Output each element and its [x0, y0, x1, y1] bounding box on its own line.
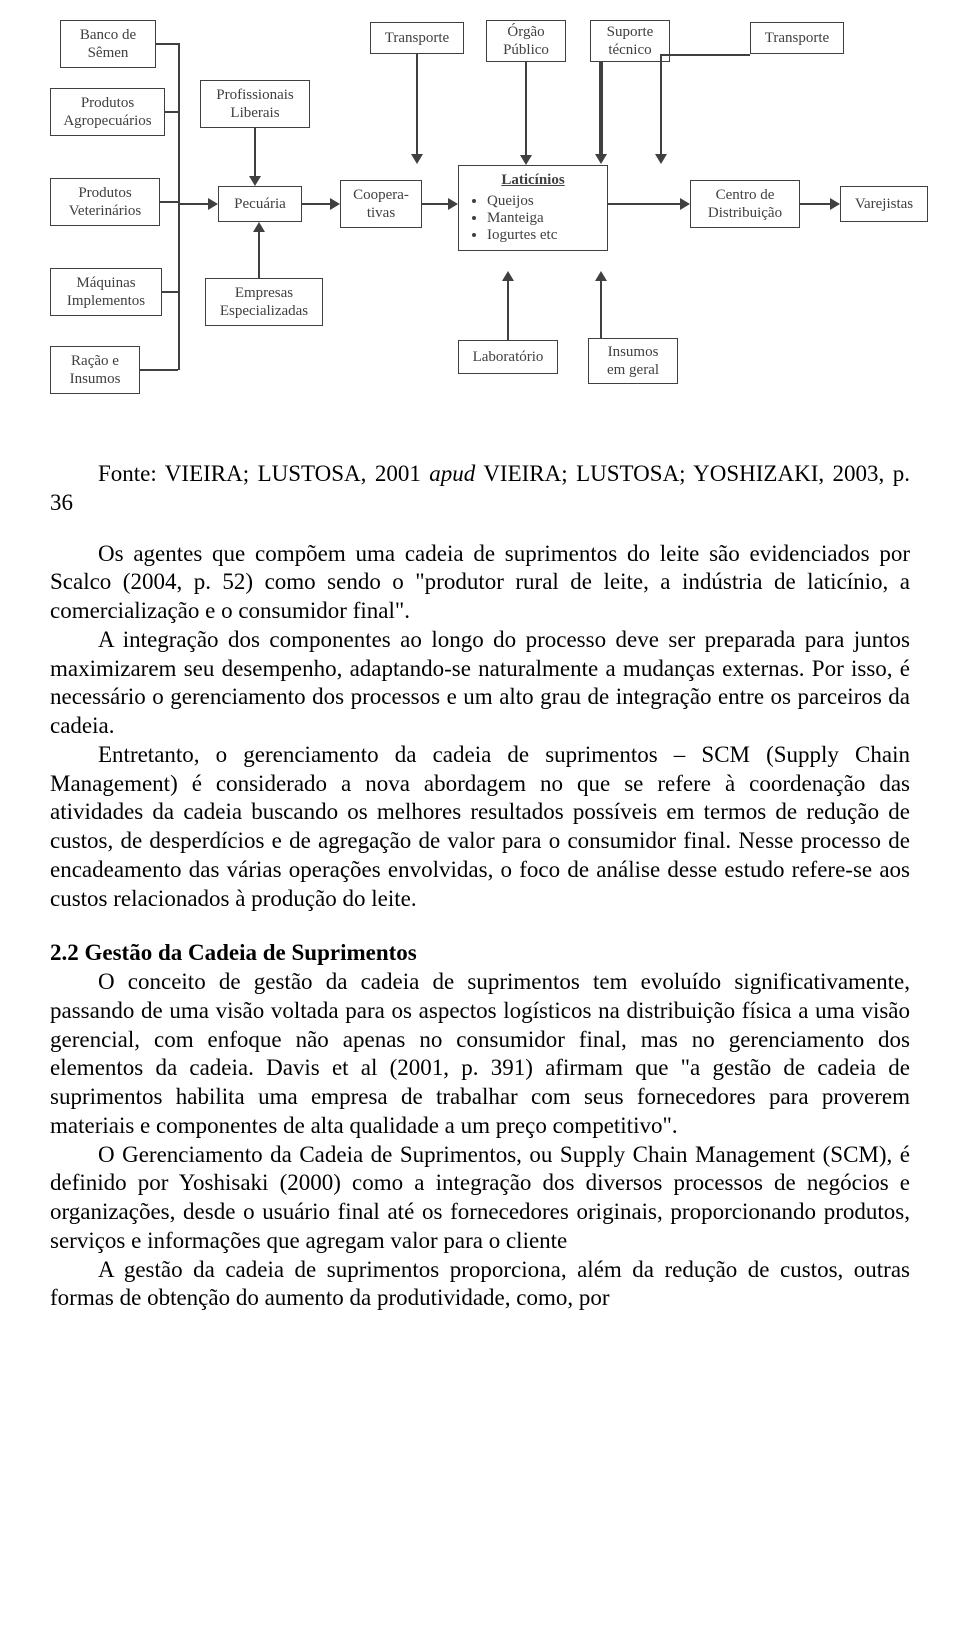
- edge: [160, 201, 178, 203]
- paragraph: O conceito de gestão da cadeia de suprim…: [50, 968, 910, 1141]
- arrow-icon: [249, 176, 261, 186]
- arrow-icon: [830, 198, 840, 210]
- edge: [254, 128, 256, 176]
- arrow-icon: [680, 198, 690, 210]
- arrow-icon: [595, 271, 607, 281]
- paragraph: O Gerenciamento da Cadeia de Suprimentos…: [50, 1141, 910, 1256]
- edge: [608, 203, 680, 205]
- edge: [165, 111, 178, 113]
- edge: [302, 203, 330, 205]
- node-pecuaria: Pecuária: [218, 186, 302, 222]
- edge: [660, 54, 750, 56]
- document-body: Fonte: VIEIRA; LUSTOSA, 2001 apud VIEIRA…: [50, 460, 910, 1313]
- arrow-icon: [448, 198, 458, 210]
- paragraph: Os agentes que compõem uma cadeia de sup…: [50, 540, 910, 626]
- arrow-icon: [520, 155, 532, 165]
- edge: [507, 281, 509, 340]
- edge: [660, 54, 662, 154]
- figure-caption: Fonte: VIEIRA; LUSTOSA, 2001 apud VIEIRA…: [50, 460, 910, 518]
- edge: [178, 43, 180, 370]
- edge: [156, 43, 178, 45]
- arrow-icon: [330, 198, 340, 210]
- arrow-icon: [655, 154, 667, 164]
- paragraph: A integração dos componentes ao longo do…: [50, 626, 910, 741]
- edge: [525, 62, 527, 155]
- section-heading: 2.2 Gestão da Cadeia de Suprimentos: [50, 939, 910, 968]
- supply-chain-diagram: Banco deSêmen ProdutosAgropecuários Prod…: [30, 10, 930, 450]
- node-insumos-geral: Insumosem geral: [588, 338, 678, 384]
- node-racao: Ração eInsumos: [50, 346, 140, 394]
- edge: [800, 203, 830, 205]
- laticinios-item: Iogurtes etc: [487, 227, 597, 244]
- edge: [422, 203, 448, 205]
- node-profissionais: ProfissionaisLiberais: [200, 80, 310, 128]
- arrow-icon: [411, 154, 423, 164]
- paragraph: Entretanto, o gerenciamento da cadeia de…: [50, 741, 910, 914]
- node-orgao-publico: ÓrgãoPúblico: [486, 20, 566, 62]
- node-varejistas: Varejistas: [840, 186, 928, 222]
- laticinios-item: Manteiga: [487, 210, 597, 227]
- arrow-icon: [595, 154, 607, 164]
- edge: [258, 232, 260, 278]
- edge: [599, 62, 603, 154]
- node-banco-semen: Banco deSêmen: [60, 20, 156, 68]
- node-maquinas: MáquinasImplementos: [50, 268, 162, 316]
- node-suporte-tecnico: Suportetécnico: [590, 20, 670, 62]
- node-centro-distribuicao: Centro deDistribuição: [690, 180, 800, 228]
- node-laboratorio: Laboratório: [458, 340, 558, 374]
- node-transporte-1: Transporte: [370, 22, 464, 54]
- node-produtos-agro: ProdutosAgropecuários: [50, 88, 165, 136]
- node-empresas: EmpresasEspecializadas: [205, 278, 323, 326]
- paragraph: A gestão da cadeia de suprimentos propor…: [50, 1256, 910, 1314]
- edge: [140, 369, 178, 371]
- node-transporte-2: Transporte: [750, 22, 844, 54]
- arrow-icon: [253, 222, 265, 232]
- edge: [600, 281, 602, 338]
- node-produtos-vet: ProdutosVeterinários: [50, 178, 160, 226]
- laticinios-list: Queijos Manteiga Iogurtes etc: [469, 193, 597, 244]
- laticinios-title: Laticínios: [469, 172, 597, 189]
- laticinios-item: Queijos: [487, 193, 597, 210]
- arrow-icon: [208, 198, 218, 210]
- caption-italic: apud: [429, 461, 475, 486]
- node-cooperativas: Coopera-tivas: [340, 180, 422, 228]
- node-laticinios: Laticínios Queijos Manteiga Iogurtes etc: [458, 165, 608, 251]
- edge: [162, 291, 178, 293]
- edge: [178, 203, 208, 205]
- edge: [416, 54, 418, 154]
- arrow-icon: [502, 271, 514, 281]
- caption-prefix: Fonte: VIEIRA; LUSTOSA, 2001: [98, 461, 429, 486]
